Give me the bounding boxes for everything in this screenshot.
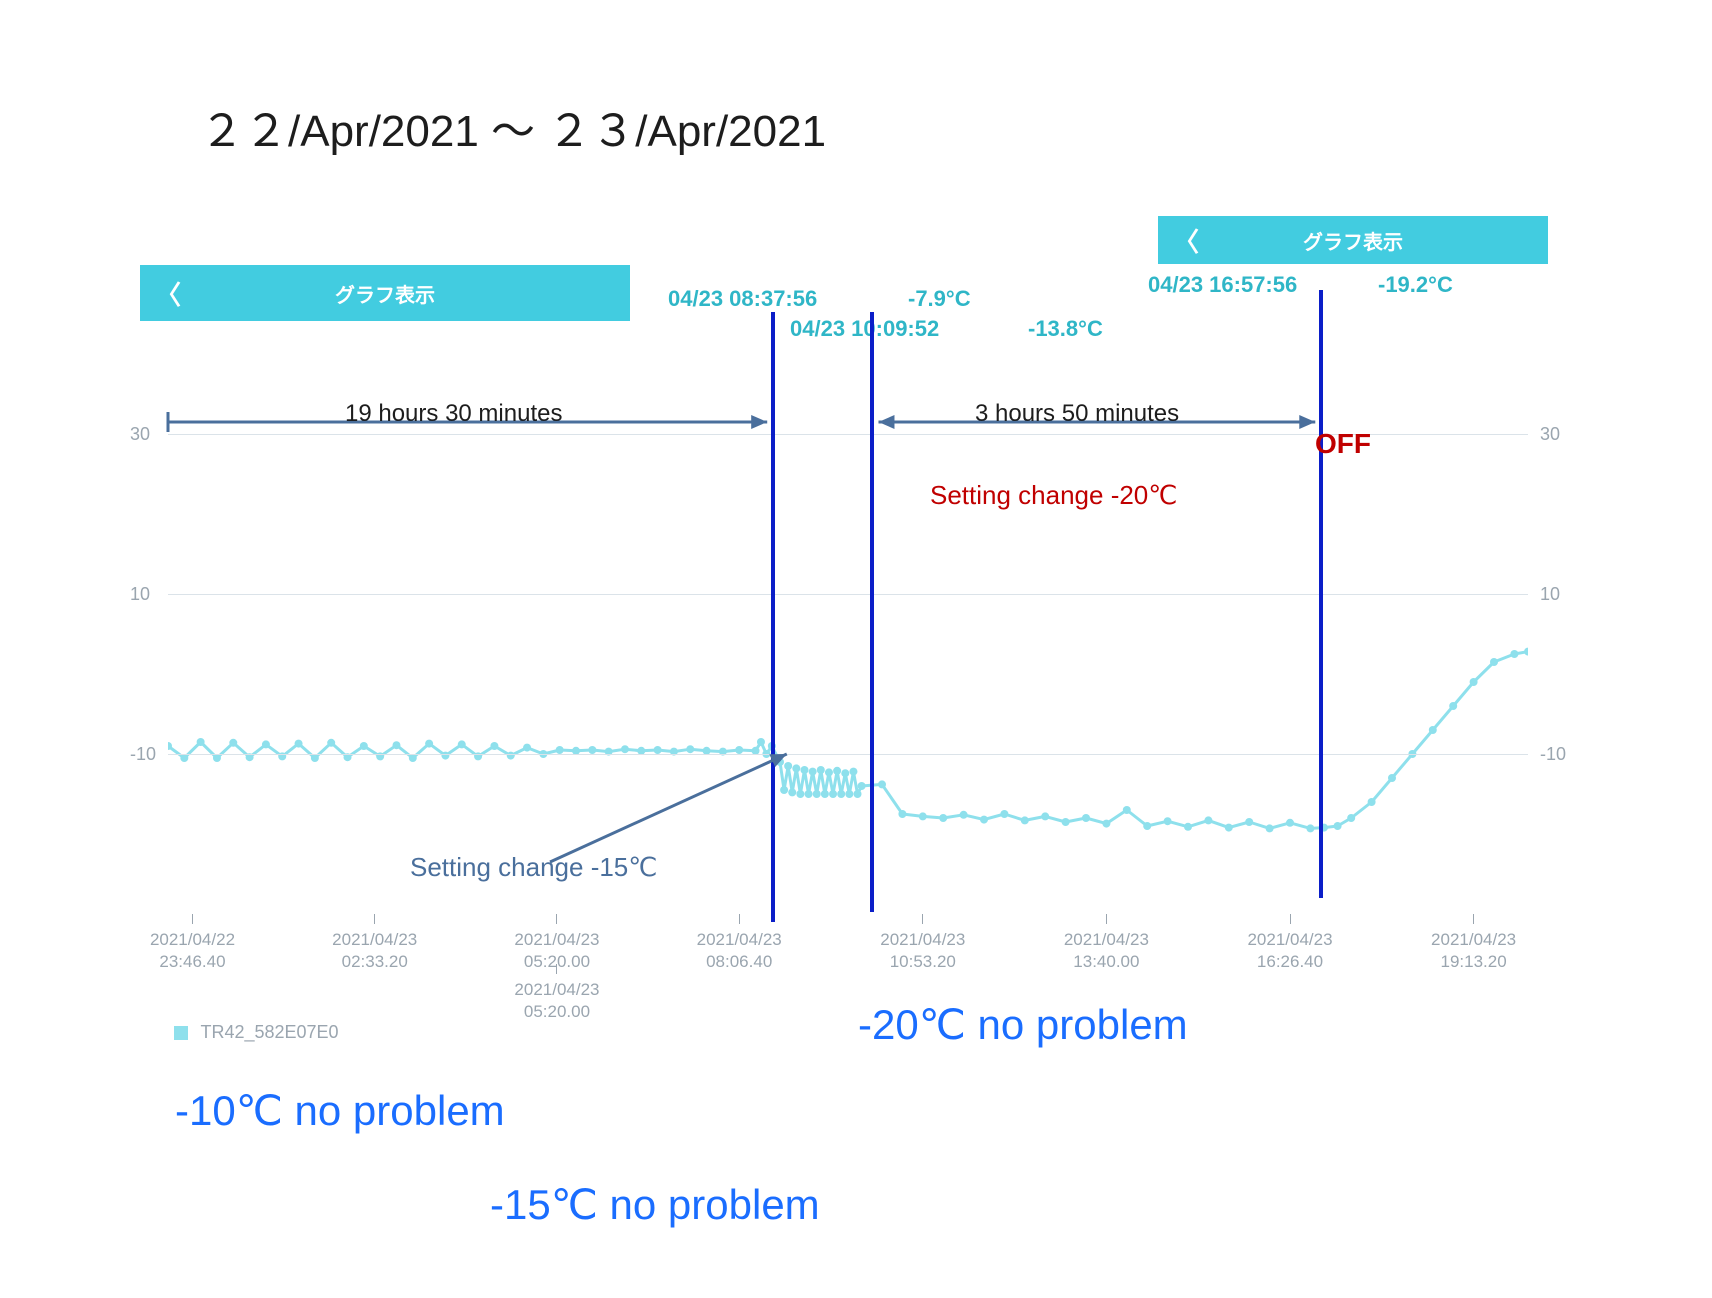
arrow-head: [878, 415, 894, 429]
title-bar-right: 〈 グラフ表示: [1158, 216, 1548, 264]
legend-label: TR42_582E07E0: [200, 1022, 338, 1042]
callout-m10: -10℃ no problem: [175, 1086, 505, 1135]
arrow-head: [1299, 415, 1315, 429]
arrow-head: [751, 415, 767, 429]
setting-20-label: Setting change -20℃: [930, 480, 1177, 511]
arrow-line: [550, 754, 787, 862]
xaxis-tick: 2021/04/2305:20.00: [507, 964, 607, 1021]
callout-m20: -20℃ no problem: [858, 1000, 1188, 1049]
callout-m15: -15℃ no problem: [490, 1180, 820, 1229]
title-bar-right-label: グラフ表示: [1214, 226, 1548, 255]
stage: ２２/Apr/2021 ～ ２３/Apr/2021 〈 グラフ表示 〈 グラフ表…: [0, 0, 1712, 1298]
page-title: ２２/Apr/2021 ～ ２３/Apr/2021: [200, 95, 826, 159]
legend-swatch: [174, 1026, 188, 1040]
off-label: OFF: [1315, 428, 1371, 460]
span2-label: 3 hours 50 minutes: [975, 400, 1179, 428]
back-icon[interactable]: 〈: [1158, 222, 1214, 259]
span1-label: 19 hours 30 minutes: [345, 400, 562, 428]
legend: TR42_582E07E0: [174, 1022, 339, 1043]
setting-15-label: Setting change -15℃: [410, 852, 657, 883]
